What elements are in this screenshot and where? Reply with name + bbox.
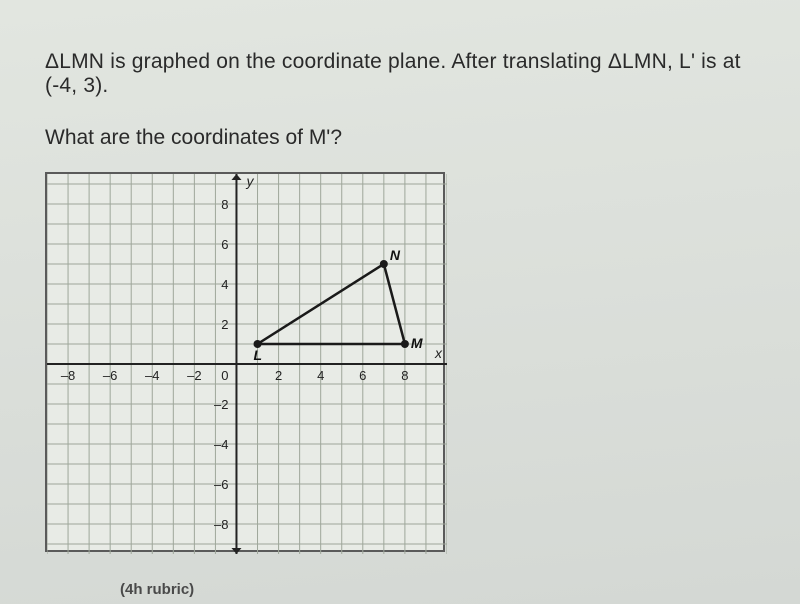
svg-text:4: 4 xyxy=(221,277,228,292)
rubric-text: (4h rubric) xyxy=(120,581,194,598)
graph-svg: –8 –6 –4 –2 2 4 6 8 –8 –6 –4 –2 2 4 6 8 0 y x L M N xyxy=(47,174,447,554)
svg-text:6: 6 xyxy=(359,368,366,383)
question-line-2: What are the coordinates of M'? xyxy=(45,126,770,150)
l-prime-coords: (-4, 3). xyxy=(45,74,108,97)
svg-text:x: x xyxy=(434,345,443,361)
svg-text:N: N xyxy=(390,247,401,263)
svg-text:–2: –2 xyxy=(187,368,201,383)
svg-text:M: M xyxy=(411,335,423,351)
svg-text:8: 8 xyxy=(221,197,228,212)
svg-text:–4: –4 xyxy=(145,368,159,383)
svg-text:2: 2 xyxy=(221,317,228,332)
svg-text:–6: –6 xyxy=(214,477,228,492)
coordinate-graph: –8 –6 –4 –2 2 4 6 8 –8 –6 –4 –2 2 4 6 8 0 y x L M N xyxy=(45,172,445,552)
svg-text:–8: –8 xyxy=(214,517,228,532)
svg-text:–2: –2 xyxy=(214,397,228,412)
svg-text:L: L xyxy=(254,347,263,363)
svg-text:y: y xyxy=(245,174,254,189)
svg-text:6: 6 xyxy=(221,237,228,252)
svg-text:2: 2 xyxy=(275,368,282,383)
question-line-1: ΔLMN is graphed on the coordinate plane.… xyxy=(45,50,770,98)
svg-text:–4: –4 xyxy=(214,437,228,452)
svg-text:–8: –8 xyxy=(61,368,75,383)
question-text-pre: ΔLMN is graphed on the coordinate plane.… xyxy=(45,50,741,73)
page: ΔLMN is graphed on the coordinate plane.… xyxy=(0,0,800,604)
svg-text:–6: –6 xyxy=(103,368,117,383)
svg-text:4: 4 xyxy=(317,368,324,383)
svg-text:8: 8 xyxy=(401,368,408,383)
svg-text:0: 0 xyxy=(221,368,228,383)
